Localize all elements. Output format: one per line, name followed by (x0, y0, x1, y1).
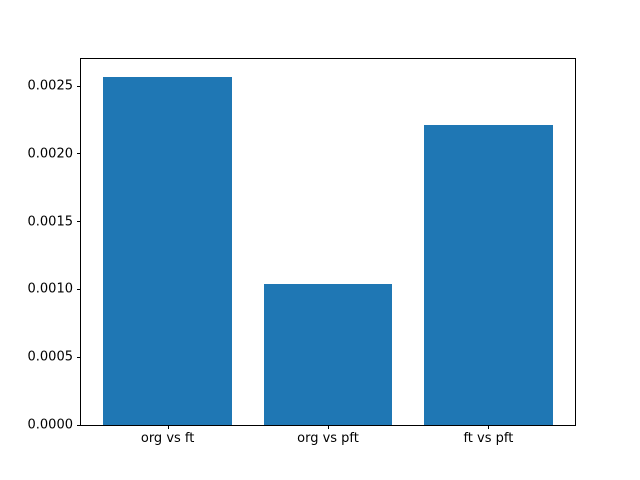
y-tick-label: 0.0010 (27, 281, 74, 297)
y-tick-label: 0.0005 (27, 349, 74, 365)
y-tick-label: 0.0025 (27, 78, 74, 94)
x-tick-mark (167, 425, 169, 429)
y-tick-mark (77, 85, 81, 87)
bar-org-vs-ft (103, 76, 232, 425)
plot-area: org vs ft org vs pft ft vs pft 0.0000 0.0005… (28, 58, 576, 445)
y-tick-label: 0.0015 (27, 214, 74, 230)
y-tick-mark (77, 356, 81, 358)
bar-ft-vs-pft (424, 125, 553, 425)
x-tick-label: ft vs pft (463, 431, 514, 446)
y-tick-label: 0.0020 (27, 146, 74, 162)
bar-org-vs-pft (263, 284, 393, 425)
x-tick-mark (328, 425, 329, 429)
y-tick-mark (77, 424, 81, 426)
y-tick-mark (77, 153, 81, 155)
x-tick-label: org vs ft (140, 431, 195, 446)
y-tick-mark (77, 288, 81, 290)
y-tick-mark (77, 221, 81, 223)
x-tick-label: org vs pft (297, 431, 359, 446)
x-tick-mark (488, 425, 490, 429)
y-tick-label: 0.0000 (27, 417, 74, 433)
